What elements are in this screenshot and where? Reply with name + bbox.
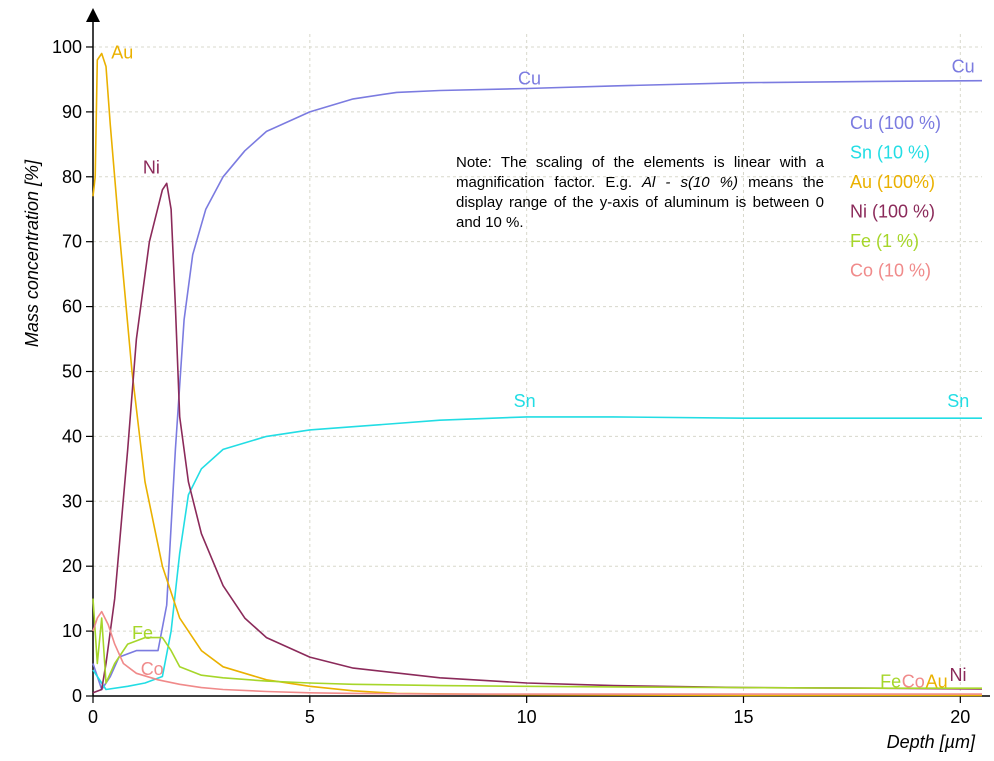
- legend: Cu (100 %) Sn (10 %) Au (100%) Ni (100 %) Fe…: [850, 113, 941, 281]
- y-tick-label: 10: [62, 621, 82, 641]
- series-label-au: Au: [926, 672, 948, 692]
- series-label-fe: Fe: [132, 623, 153, 643]
- y-tick-label: 60: [62, 297, 82, 317]
- note-italic: Al - s(10 %): [642, 174, 739, 191]
- series-label-sn: Sn: [947, 391, 969, 411]
- legend-entry-ni: Ni (100 %): [850, 202, 935, 222]
- series-line-fe: [92, 598, 982, 690]
- series-label-co: Co: [141, 659, 164, 679]
- series-line-co: [92, 610, 982, 695]
- series-label-fe: Fe: [880, 672, 901, 692]
- ticks: 0 10 20 30 40 50 60 70 80 90 100 0 5 10 15 20: [52, 37, 970, 727]
- y-axis-arrow: [86, 8, 100, 22]
- legend-entry-fe: Fe (1 %): [850, 231, 919, 251]
- y-tick-label: 20: [62, 556, 82, 576]
- legend-entry-cu: Cu (100 %): [850, 113, 941, 133]
- legend-entry-co: Co (10 %): [850, 261, 931, 281]
- series-lines: [92, 52, 983, 697]
- x-tick-label: 20: [950, 707, 970, 727]
- series-label-cu: Cu: [952, 56, 975, 76]
- grid: [93, 34, 982, 696]
- series-label-cu: Cu: [518, 69, 541, 89]
- y-tick-label: 100: [52, 37, 82, 57]
- x-tick-label: 5: [305, 707, 315, 727]
- scaling-note: Note: The scaling of the elements is lin…: [456, 153, 824, 233]
- note-line-2: with a magnification factor. E.g.: [456, 154, 824, 191]
- y-tick-label: 30: [62, 491, 82, 511]
- series-line-au: [92, 52, 982, 697]
- y-tick-label: 50: [62, 361, 82, 381]
- x-tick-label: 15: [733, 707, 753, 727]
- series-label-ni: Ni: [949, 665, 966, 685]
- y-tick-label: 40: [62, 426, 82, 446]
- axes: [86, 8, 990, 697]
- note-line-3: means the display range of the y-axis of: [456, 174, 824, 211]
- series-label-au: Au: [111, 43, 133, 63]
- legend-entry-au: Au (100%): [850, 172, 935, 192]
- note-line-1: Note: The scaling of the elements is lin…: [456, 154, 771, 171]
- series-label-ni: Ni: [143, 158, 160, 178]
- note-line-4: aluminum is between 0 and 10 %.: [456, 194, 825, 231]
- series-line-cu: [92, 79, 983, 691]
- y-tick-label: 90: [62, 102, 82, 122]
- series-line-ni: [92, 182, 983, 694]
- series-label-sn: Sn: [514, 391, 536, 411]
- x-tick-label: 10: [517, 707, 537, 727]
- y-tick-label: 0: [72, 686, 82, 706]
- y-axis-title: Mass concentration [%]: [22, 159, 42, 347]
- series-label-co: Co: [902, 672, 925, 692]
- series-line-sn: [92, 416, 982, 691]
- legend-entry-sn: Sn (10 %): [850, 143, 930, 163]
- x-tick-label: 0: [88, 707, 98, 727]
- y-tick-label: 80: [62, 167, 82, 187]
- x-axis-title: Depth [µm]: [887, 732, 976, 752]
- y-tick-label: 70: [62, 232, 82, 252]
